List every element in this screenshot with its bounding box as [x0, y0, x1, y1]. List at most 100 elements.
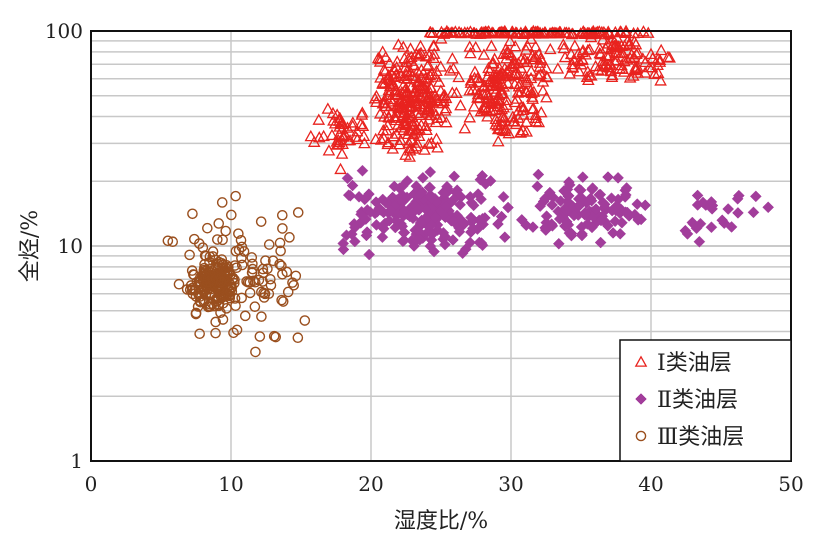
series-3-point — [249, 301, 261, 313]
series-2-point — [532, 168, 545, 181]
series-1-point — [423, 108, 437, 121]
series-3-point — [299, 315, 311, 326]
series-3-point — [265, 273, 276, 285]
series-1-points — [304, 24, 676, 175]
series-1-point — [509, 67, 522, 79]
series-2-point — [454, 198, 466, 211]
series-1-point — [426, 94, 439, 106]
series-2-point — [341, 172, 354, 185]
series-3-point — [229, 293, 241, 304]
series-3-point — [200, 281, 212, 292]
series-1-point — [425, 67, 439, 79]
series-2-point — [639, 199, 652, 212]
series-2-point — [475, 193, 487, 206]
series-1-point — [383, 79, 397, 92]
y-tick-label: 1 — [70, 449, 83, 473]
series-1-point — [490, 76, 503, 89]
series-1-point — [467, 26, 480, 39]
series-1-point — [407, 142, 420, 154]
series-1-point — [399, 117, 412, 130]
series-2-point — [575, 221, 588, 233]
series-3-point — [292, 332, 304, 344]
series-1-point — [514, 61, 528, 73]
series-1-point — [506, 110, 520, 122]
series-2-point — [612, 171, 624, 184]
series-2-point — [498, 231, 511, 244]
series-2-point — [467, 199, 480, 212]
series-1-point — [468, 65, 482, 77]
y-tick-labels: 1 10 100 — [45, 19, 83, 473]
series-3-point — [246, 252, 258, 263]
series-1-point — [593, 42, 607, 54]
series-2-point — [492, 218, 504, 230]
series-3-point — [184, 249, 195, 261]
series-3-point — [239, 310, 251, 322]
series-1-point — [572, 47, 585, 59]
series-2-point — [363, 188, 375, 200]
series-3-point — [236, 259, 248, 271]
series-2-point — [488, 205, 500, 218]
series-2-point — [607, 227, 619, 239]
legend-marker-3 — [635, 430, 647, 442]
series-1-point — [533, 56, 547, 68]
series-1-point — [325, 128, 339, 141]
x-tick-label: 10 — [218, 472, 243, 496]
series-2-point — [623, 210, 635, 222]
series-1-point — [653, 53, 667, 65]
series-1-point — [431, 141, 444, 153]
series-2-point — [531, 180, 544, 193]
series-1-point — [394, 94, 407, 106]
series-1-point — [406, 88, 419, 100]
x-axis-title: 湿度比/% — [394, 509, 488, 534]
series-2-point — [476, 212, 489, 225]
series-3-point — [221, 303, 232, 314]
series-1-point — [419, 119, 433, 131]
series-1-point — [374, 71, 387, 83]
series-2-point — [359, 213, 372, 225]
series-2-point — [411, 234, 423, 247]
series-2-point — [439, 238, 451, 251]
series-1-point — [424, 81, 438, 93]
series-3-point — [207, 251, 219, 262]
series-2-point — [429, 211, 442, 224]
series-1-point — [454, 26, 468, 39]
series-2-point — [722, 203, 735, 215]
series-1-point — [333, 111, 347, 123]
series-1-point — [480, 86, 493, 98]
series-1-point — [501, 76, 515, 89]
series-1-point — [399, 95, 413, 107]
x-tick-label: 0 — [85, 472, 98, 496]
series-1-point — [520, 125, 533, 137]
series-1-point — [481, 110, 494, 122]
series-3-point — [274, 237, 286, 249]
y-tick-label: 10 — [58, 234, 83, 258]
series-3-point — [258, 287, 269, 299]
series-3-point — [228, 327, 239, 339]
series-2-point — [424, 191, 436, 203]
series-1-point — [379, 99, 393, 112]
series-3-point — [244, 277, 256, 288]
series-1-point — [566, 60, 580, 72]
series-1-point — [425, 136, 438, 148]
series-2-point — [364, 206, 377, 218]
series-1-point — [477, 48, 491, 60]
series-1-point — [477, 79, 491, 91]
series-1-point — [481, 70, 494, 82]
series-3-point — [202, 222, 213, 234]
series-1-point — [378, 77, 391, 89]
series-1-point — [490, 115, 504, 127]
series-2-point — [576, 229, 588, 242]
series-1-point — [599, 58, 613, 70]
series-1-point — [536, 84, 550, 96]
series-1-point — [610, 53, 624, 66]
series-2-point — [594, 236, 607, 249]
series-1-point — [505, 57, 519, 70]
series-2-point — [440, 200, 452, 213]
series-1-point — [422, 102, 436, 115]
series-3-point — [288, 279, 300, 291]
series-1-point — [627, 26, 640, 39]
series-1-point — [645, 61, 659, 73]
series-1-point — [387, 129, 401, 142]
series-2-point — [546, 199, 559, 211]
